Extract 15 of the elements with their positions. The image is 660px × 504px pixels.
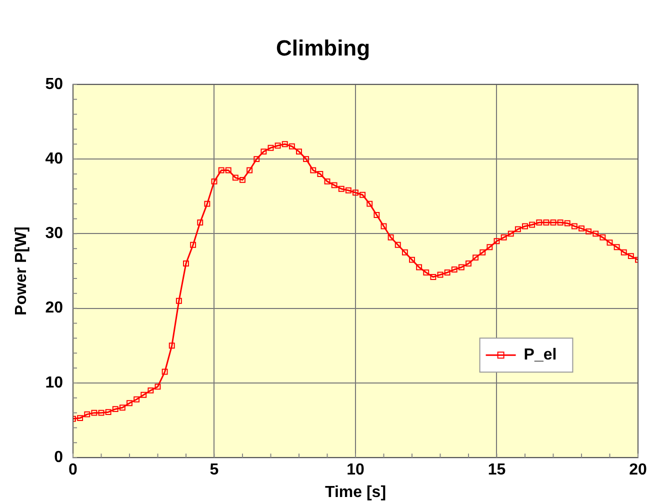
chart-title: Climbing: [276, 35, 370, 60]
x-tick-label: 15: [488, 462, 506, 479]
y-axis-title: Power P[W]: [13, 226, 30, 316]
x-tick-label: 0: [68, 462, 78, 479]
y-tick-label: 0: [54, 449, 64, 466]
y-tick-label: 30: [45, 225, 64, 242]
x-tick-label: 20: [629, 462, 647, 479]
y-tick-label: 40: [45, 150, 64, 168]
y-tick-label: 20: [45, 300, 64, 317]
x-tick-label: 10: [346, 462, 364, 479]
y-tick-label: 10: [45, 374, 64, 392]
legend-label: P_el: [524, 346, 557, 364]
y-tick-label: 50: [45, 76, 64, 93]
x-axis-title: Time [s]: [324, 484, 386, 501]
x-tick-label: 5: [210, 462, 219, 479]
